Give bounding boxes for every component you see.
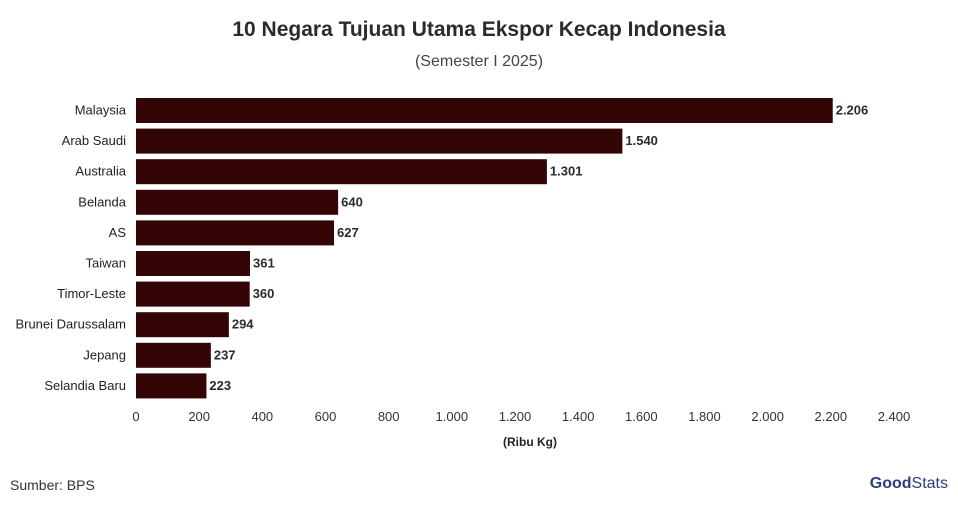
x-tick-label: 600 xyxy=(315,409,337,424)
bar xyxy=(136,281,250,307)
x-tick-label: 2.000 xyxy=(751,409,784,424)
brand-logo-stats: Stats xyxy=(911,475,948,492)
data-label: 361 xyxy=(253,256,275,271)
data-label: 360 xyxy=(253,286,275,301)
category-label: AS xyxy=(109,225,127,240)
bar xyxy=(136,251,251,276)
x-axis-title: (Ribu Kg) xyxy=(503,435,557,449)
category-label: Selandia Baru xyxy=(44,378,126,393)
data-label: 1.540 xyxy=(625,133,658,148)
category-label: Belanda xyxy=(78,194,126,209)
bar xyxy=(136,159,547,185)
x-tick-label: 1.200 xyxy=(499,409,532,424)
chart-subtitle: (Semester I 2025) xyxy=(414,53,544,70)
data-label: 294 xyxy=(232,317,254,332)
x-tick-label: 0 xyxy=(132,409,139,424)
category-label: Arab Saudi xyxy=(62,133,126,148)
bar xyxy=(136,128,623,154)
data-label: 1.301 xyxy=(550,164,583,179)
bar xyxy=(136,312,229,338)
bar xyxy=(136,189,339,215)
category-label: Australia xyxy=(75,164,126,179)
x-tick-label: 800 xyxy=(378,409,400,424)
category-label: Brunei Darussalam xyxy=(15,317,126,332)
category-label: Timor-Leste xyxy=(57,286,126,301)
brand-logo-good: Good xyxy=(869,475,912,492)
x-tick-label: 1.600 xyxy=(625,409,658,424)
x-tick-label: 1.400 xyxy=(562,409,595,424)
source-note: Sumber: BPS xyxy=(10,477,95,493)
data-label: 640 xyxy=(341,194,363,209)
bar xyxy=(136,342,211,368)
data-label: 627 xyxy=(337,225,359,240)
data-label: 223 xyxy=(209,378,231,393)
x-tick-label: 2.200 xyxy=(815,409,848,424)
data-label: 2.206 xyxy=(836,103,869,118)
category-label: Jepang xyxy=(83,347,126,362)
data-label: 237 xyxy=(214,347,236,362)
x-tick-label: 200 xyxy=(188,409,210,424)
category-label: Malaysia xyxy=(75,103,127,118)
chart-title: 10 Negara Tujuan Utama Ekspor Kecap Indo… xyxy=(232,18,726,41)
x-tick-label: 1.800 xyxy=(688,409,721,424)
category-label: Taiwan xyxy=(86,256,126,271)
bar xyxy=(136,98,833,123)
brand-logo: GoodStats xyxy=(870,475,948,493)
bar xyxy=(136,220,335,246)
bar xyxy=(136,373,207,399)
x-tick-label: 1.000 xyxy=(436,409,469,424)
x-tick-label: 2.400 xyxy=(878,409,911,424)
x-tick-label: 400 xyxy=(251,409,273,424)
